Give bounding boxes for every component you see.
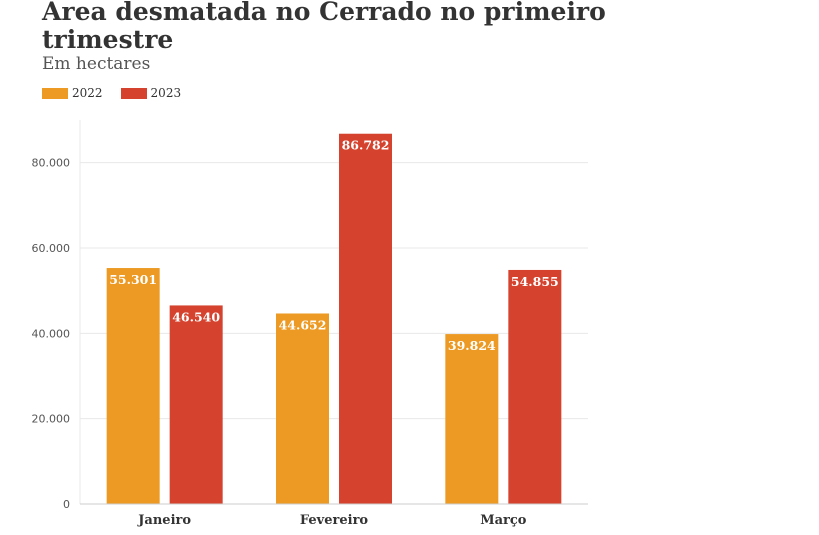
y-axis: 0 20.000 40.000 60.000 80.000: [32, 120, 81, 511]
bar-2023-Janeiro: [169, 305, 223, 504]
x-tick-label: Março: [480, 513, 527, 528]
data-label: 46.540: [172, 309, 220, 324]
bars: [106, 133, 562, 504]
chart-subtitle: Em hectares: [42, 54, 151, 74]
legend: 2022 2023: [42, 86, 181, 100]
legend-label: 2023: [150, 86, 182, 100]
data-labels: 55.301 46.540 44.652 86.782 39.824 54.855: [109, 138, 559, 353]
y-tick-label: 80.000: [32, 157, 71, 170]
data-label: 44.652: [279, 317, 327, 332]
bar-2022-Fevereiro: [276, 313, 329, 504]
legend-label: 2022: [72, 86, 103, 100]
y-tick-label: 40.000: [32, 327, 71, 340]
data-label: 86.782: [342, 138, 390, 153]
data-label: 54.855: [511, 274, 559, 289]
chart-title: Área desmatada no Cerrado no primeiro tr…: [42, 0, 606, 54]
x-tick-label: Janeiro: [137, 513, 191, 528]
data-label: 55.301: [109, 272, 157, 287]
y-tick-label: 20.000: [32, 413, 71, 426]
x-axis: Janeiro Fevereiro Março: [80, 503, 588, 528]
legend-item-2022: 2022: [42, 86, 103, 100]
bar-2022-Janeiro: [106, 268, 160, 504]
bar-2023-Fevereiro: [339, 133, 392, 504]
legend-item-2023: 2023: [120, 86, 182, 100]
y-tick-label: 0: [63, 498, 70, 511]
legend-swatch: [120, 87, 147, 99]
y-tick-label: 60.000: [32, 242, 71, 255]
x-tick-label: Fevereiro: [300, 513, 369, 528]
data-label: 39.824: [448, 338, 496, 353]
bar-2023-Março: [508, 269, 562, 504]
bar-2022-Março: [445, 334, 499, 504]
legend-swatch: [42, 87, 68, 99]
